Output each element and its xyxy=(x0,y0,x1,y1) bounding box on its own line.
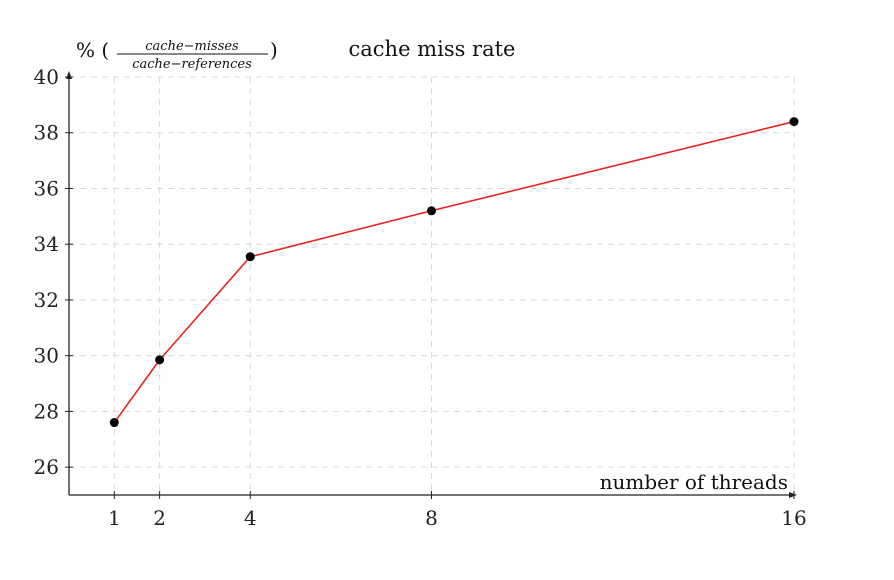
y-tick-label: 26 xyxy=(34,455,59,479)
y-tick-label: 36 xyxy=(34,176,59,200)
y-axis-arrow-icon xyxy=(66,71,72,79)
y-tick-label: 28 xyxy=(34,399,59,423)
series-line xyxy=(113,120,795,424)
y-axis-label-prefix: % ( xyxy=(76,38,109,62)
data-point xyxy=(109,418,119,428)
chart-title: cache miss rate xyxy=(349,37,516,61)
y-tick-label: 32 xyxy=(34,288,59,312)
x-tick-label: 4 xyxy=(244,506,257,530)
y-tick-label: 38 xyxy=(34,121,59,145)
series xyxy=(109,117,799,428)
x-tick-label: 8 xyxy=(425,506,438,530)
y-axis-label-numerator: cache−misses xyxy=(145,39,239,54)
grid xyxy=(69,76,795,495)
y-ticks: 26 28 30 32 34 36 38 40 xyxy=(34,65,73,479)
y-tick-label: 34 xyxy=(34,232,59,256)
x-tick-label: 16 xyxy=(781,506,806,530)
data-point xyxy=(155,355,165,365)
x-tick-label: 1 xyxy=(108,506,121,530)
data-point xyxy=(427,206,436,216)
x-axis-label: number of threads xyxy=(600,470,788,494)
y-tick-label: 40 xyxy=(34,65,59,89)
data-point xyxy=(245,252,255,262)
x-axis-arrow-icon xyxy=(789,492,797,498)
y-axis-label-denominator: cache−references xyxy=(132,57,252,72)
y-tick-label: 30 xyxy=(34,344,59,368)
x-ticks: 1 2 4 8 16 xyxy=(108,491,807,530)
x-tick-label: 2 xyxy=(153,506,166,530)
y-axis-label: % ( cache−misses cache−references ) xyxy=(76,38,278,72)
y-axis-label-suffix: ) xyxy=(270,38,278,62)
data-point xyxy=(789,117,799,127)
